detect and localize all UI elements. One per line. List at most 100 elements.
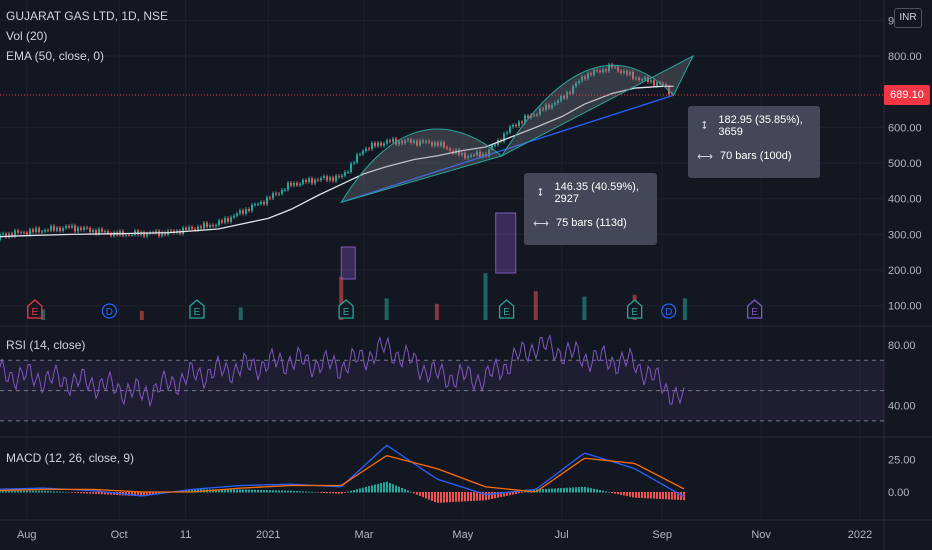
macd-histogram-bar bbox=[386, 481, 388, 493]
macd-histogram-bar bbox=[224, 489, 226, 493]
macd-histogram-bar bbox=[482, 492, 484, 501]
time-tick-label: Nov bbox=[751, 529, 771, 541]
macd-histogram-bar bbox=[59, 491, 61, 493]
measure-box bbox=[340, 246, 356, 280]
candle-body bbox=[539, 108, 541, 115]
candle-body bbox=[491, 145, 493, 150]
macd-histogram-bar bbox=[398, 486, 400, 493]
candle-body bbox=[380, 142, 382, 146]
macd-histogram-bar bbox=[47, 490, 49, 493]
candle-body bbox=[341, 175, 343, 177]
candle-body bbox=[317, 179, 319, 181]
candle-body bbox=[392, 138, 394, 142]
macd-histogram-bar bbox=[140, 492, 142, 497]
macd-histogram-bar bbox=[335, 492, 337, 494]
price-tick-label: 100.00 bbox=[888, 301, 922, 313]
candle-body bbox=[617, 66, 619, 71]
dividend-marker bbox=[661, 303, 677, 319]
candle-body bbox=[125, 234, 127, 236]
volume-bar bbox=[682, 298, 687, 320]
candle-body bbox=[389, 140, 391, 142]
trend-line bbox=[341, 94, 674, 203]
candle-body bbox=[629, 71, 631, 75]
candle-body bbox=[53, 225, 55, 231]
macd-histogram-bar bbox=[392, 484, 394, 493]
macd-histogram-bar bbox=[359, 488, 361, 493]
macd-histogram-bar bbox=[680, 492, 682, 501]
macd-histogram-bar bbox=[2, 490, 4, 493]
macd-legend[interactable]: MACD (12, 26, close, 9) bbox=[6, 451, 135, 465]
macd-histogram-bar bbox=[395, 485, 397, 493]
candle-body bbox=[596, 70, 598, 72]
macd-histogram-bar bbox=[53, 491, 55, 493]
candle-body bbox=[425, 141, 427, 143]
candle-body bbox=[377, 142, 379, 147]
candle-body bbox=[518, 121, 520, 127]
macd-histogram-bar bbox=[131, 492, 133, 496]
volume-legend[interactable]: Vol (20) bbox=[6, 29, 48, 43]
macd-histogram-bar bbox=[236, 489, 238, 493]
candle-body bbox=[506, 132, 508, 134]
macd-histogram-bar bbox=[278, 490, 280, 493]
rsi-legend[interactable]: RSI (14, close) bbox=[6, 338, 86, 352]
candle-body bbox=[362, 151, 364, 155]
candle-body bbox=[170, 230, 172, 232]
measure-tooltip-small: ⭥ 146.35 (40.59%), 2927 ⟷ 75 bars (113d) bbox=[524, 173, 657, 245]
macd-histogram-bar bbox=[20, 490, 22, 493]
macd-histogram-bar bbox=[332, 492, 334, 494]
macd-histogram-bar bbox=[353, 490, 355, 493]
candle-body bbox=[413, 140, 415, 143]
macd-histogram-bar bbox=[287, 490, 289, 493]
macd-histogram-bar bbox=[92, 492, 94, 494]
macd-histogram-bar bbox=[44, 490, 46, 493]
candle-body bbox=[230, 217, 232, 222]
candle-body bbox=[11, 233, 13, 237]
candle-body bbox=[503, 133, 505, 142]
candle-body bbox=[314, 179, 316, 184]
volume-bar bbox=[40, 309, 45, 320]
macd-histogram-bar bbox=[194, 489, 196, 493]
macd-histogram-bar bbox=[476, 492, 478, 501]
macd-histogram-bar bbox=[341, 492, 343, 494]
candle-body bbox=[383, 143, 385, 146]
candle-body bbox=[521, 121, 523, 123]
candle-body bbox=[419, 140, 421, 146]
macd-histogram-bar bbox=[581, 486, 583, 493]
macd-histogram-bar bbox=[521, 492, 523, 493]
candle-body bbox=[446, 147, 448, 149]
macd-histogram-bar bbox=[653, 492, 655, 499]
symbol-legend[interactable]: GUJARAT GAS LTD, 1D, NSE bbox=[6, 9, 169, 23]
candle-body bbox=[509, 126, 511, 133]
macd-histogram-bar bbox=[257, 489, 259, 493]
candle-body bbox=[74, 225, 76, 232]
candle-body bbox=[593, 70, 595, 75]
macd-histogram-bar bbox=[557, 488, 559, 493]
candle-body bbox=[485, 153, 487, 157]
macd-histogram-bar bbox=[632, 492, 634, 498]
macd-histogram-bar bbox=[41, 490, 43, 493]
candle-body bbox=[308, 178, 310, 182]
candle-body bbox=[182, 227, 184, 234]
candle-body bbox=[68, 226, 70, 228]
candle-body bbox=[38, 228, 40, 233]
macd-histogram-bar bbox=[377, 483, 379, 493]
candle-body bbox=[374, 142, 376, 147]
macd-histogram-bar bbox=[263, 490, 265, 493]
candle-body bbox=[8, 233, 10, 238]
candle-body bbox=[371, 142, 373, 150]
macd-histogram-bar bbox=[668, 492, 670, 500]
macd-histogram-bar bbox=[239, 489, 241, 493]
macd-histogram-bar bbox=[242, 489, 244, 493]
candle-body bbox=[203, 222, 205, 229]
ema-legend[interactable]: EMA (50, close, 0) bbox=[6, 49, 105, 63]
candle-body bbox=[185, 227, 187, 230]
candle-body bbox=[440, 142, 442, 146]
macd-histogram-bar bbox=[89, 492, 91, 494]
candle-body bbox=[104, 231, 106, 233]
macd-histogram-bar bbox=[638, 492, 640, 498]
macd-histogram-bar bbox=[593, 488, 595, 493]
currency-button[interactable]: INR bbox=[894, 8, 922, 28]
candle-body bbox=[572, 86, 574, 94]
macd-histogram-bar bbox=[86, 492, 88, 494]
